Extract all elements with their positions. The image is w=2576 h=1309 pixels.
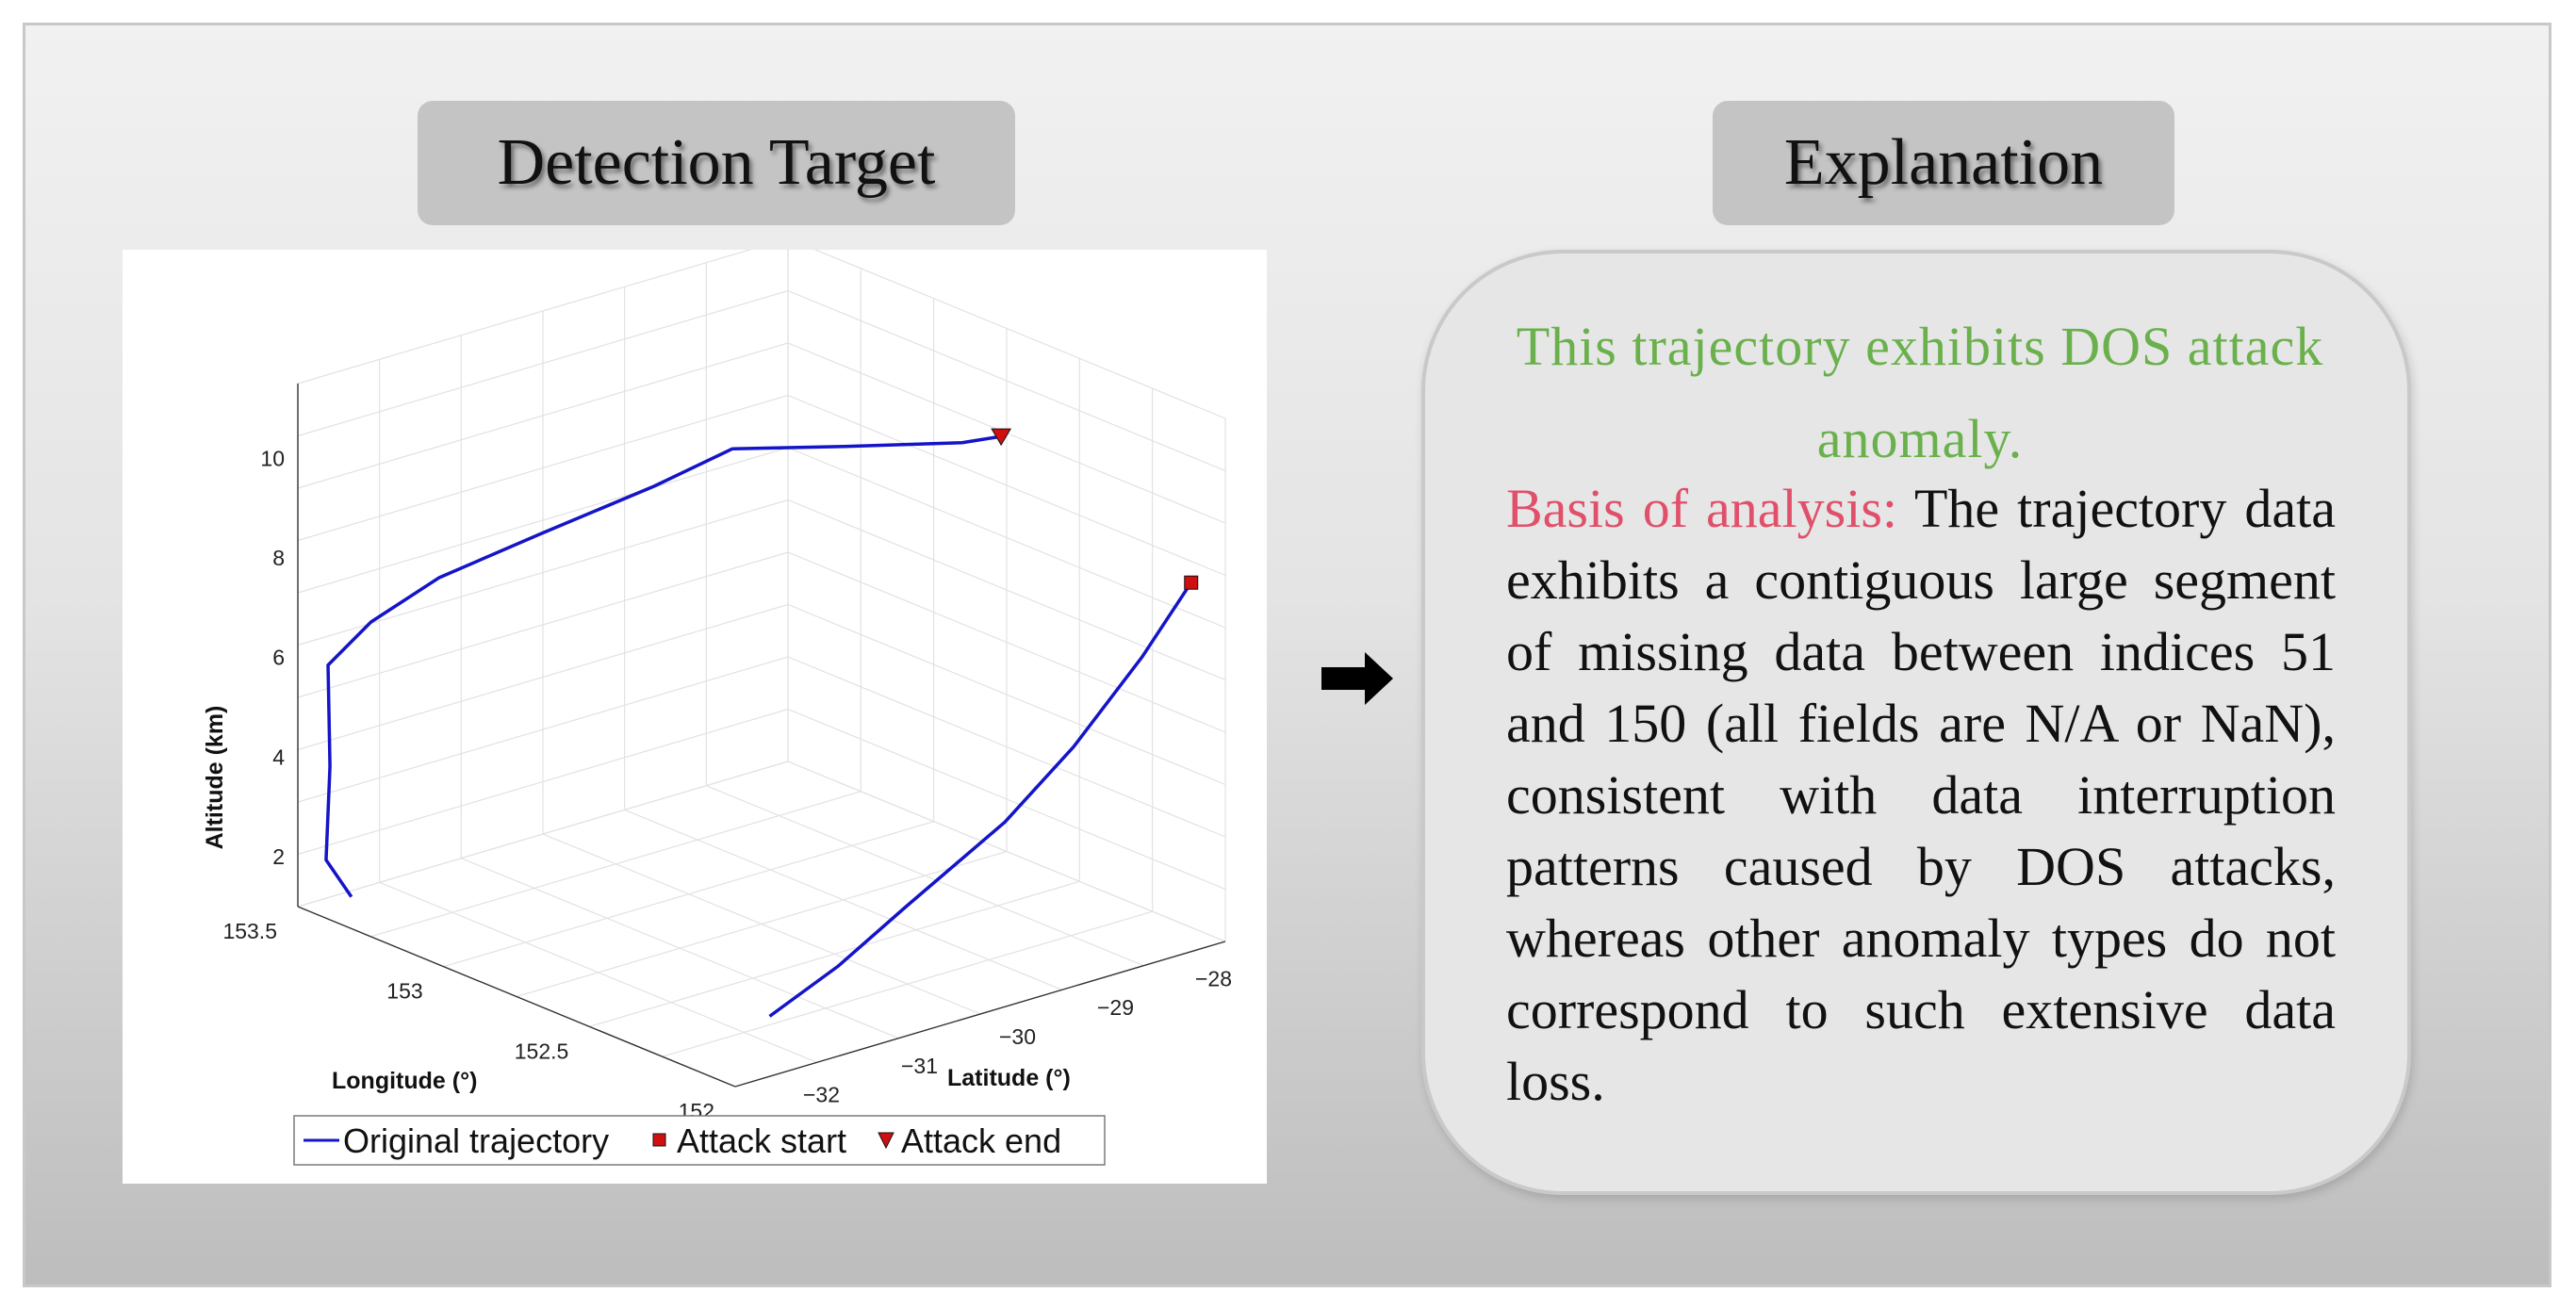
explanation-body: Basis of analysis: The trajectory data e…	[1506, 473, 2336, 1118]
yaxis-label: Latitude (°)	[947, 1065, 1071, 1091]
xaxis-tick-label: 153.5	[222, 919, 277, 943]
floor-gridline	[706, 785, 1144, 967]
basis-label: Basis of analysis:	[1506, 478, 1898, 539]
detection-target-header: Detection Target	[418, 101, 1015, 225]
wall-gridline	[297, 656, 1226, 838]
zaxis-label: Altitude (km)	[202, 706, 228, 850]
yaxis-tick-label: −29	[1097, 995, 1134, 1020]
zaxis-tick-label: 2	[272, 844, 285, 869]
legend: Original trajectory Attack start Attack …	[293, 1115, 1106, 1166]
legend-label-original: Original trajectory	[343, 1121, 609, 1160]
latitude-axis-line	[734, 941, 1226, 1088]
explanation-box: This trajectory exhibits DOS attack anom…	[1421, 250, 2411, 1195]
wall-gridline	[297, 250, 1226, 419]
explanation-title: This trajectory exhibits DOS attack anom…	[1516, 316, 2324, 469]
xaxis-tick-label: 153	[386, 979, 422, 1004]
legend-triangle-attack-end	[878, 1132, 894, 1150]
basis-text: The trajectory data exhibits a contiguou…	[1506, 478, 2336, 1112]
wall-gridline	[297, 603, 1226, 786]
xaxis-label: Longitude (°)	[332, 1068, 477, 1094]
wall-gridline	[297, 447, 1226, 629]
yaxis-tick-label: −32	[803, 1083, 840, 1107]
floor-gridline	[662, 910, 1153, 1057]
trajectory-series	[324, 434, 1193, 1018]
explanation-header: Explanation	[1713, 101, 2174, 225]
legend-label-attack-start: Attack start	[677, 1121, 846, 1160]
trajectory-line	[324, 434, 1002, 898]
yaxis-tick-label: −30	[999, 1024, 1036, 1049]
zaxis-tick-label: 4	[272, 744, 285, 769]
attack-end-marker	[991, 428, 1012, 447]
yaxis-tick-label: −31	[901, 1054, 938, 1078]
xaxis-tick-label: 152.5	[515, 1039, 569, 1063]
wall-gridline	[297, 499, 1226, 681]
zaxis-tick-label: 8	[272, 546, 285, 570]
legend-square-attack-start	[652, 1133, 666, 1147]
right-arrow-icon	[1321, 652, 1393, 705]
zaxis-tick-label: 10	[260, 446, 285, 470]
floor-gridline	[589, 880, 1080, 1027]
legend-label-attack-end: Attack end	[901, 1121, 1061, 1160]
longitude-axis-line	[297, 906, 736, 1088]
wall-gridline	[297, 342, 1226, 524]
wall-gridline	[297, 708, 1226, 891]
attack-markers	[991, 428, 1199, 590]
wall-gridline	[297, 289, 1226, 472]
trajectory-line	[768, 581, 1193, 1018]
zaxis-tick-label: 6	[272, 646, 285, 670]
plot-grid	[297, 250, 1226, 1088]
wall-gridline	[297, 761, 1226, 942]
wall-gridline	[297, 394, 1226, 577]
floor-gridline	[542, 833, 981, 1015]
yaxis-tick-label: −28	[1195, 966, 1232, 990]
attack-start-marker	[1184, 575, 1199, 590]
trajectory-plot-panel: 152 152.5 153 153.5 −28 −29 −30 −31 −32 2 4 6 8 10 Lo…	[123, 250, 1267, 1184]
